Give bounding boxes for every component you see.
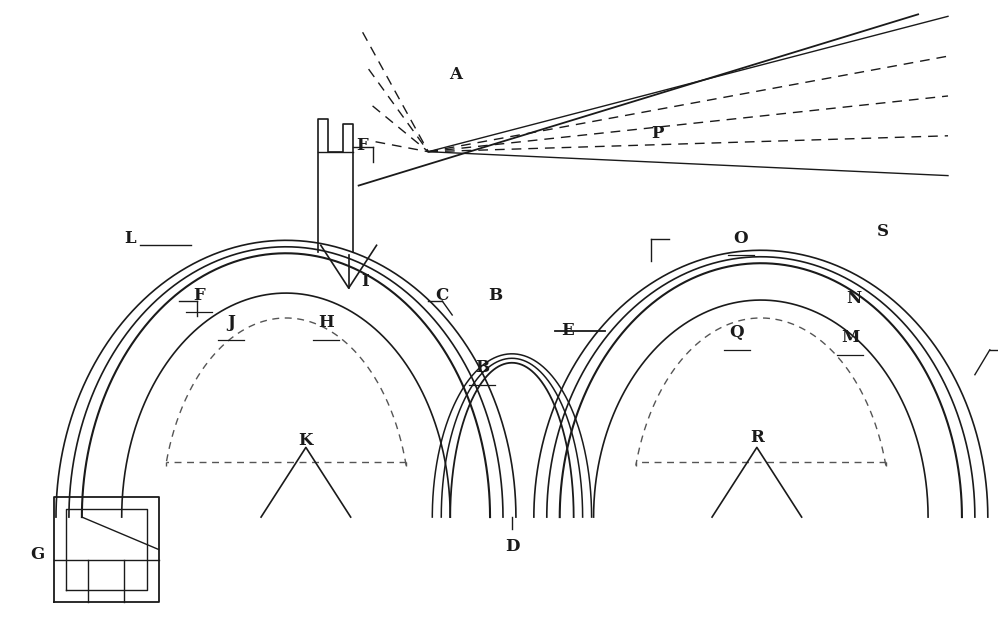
Text: G: G	[30, 546, 44, 563]
Text: B: B	[488, 287, 502, 303]
Text: O: O	[734, 230, 748, 247]
Text: A: A	[449, 65, 462, 83]
Text: N: N	[846, 290, 861, 307]
Text: H: H	[318, 315, 334, 331]
Text: Q: Q	[730, 325, 744, 341]
Text: F: F	[357, 137, 368, 155]
Text: M: M	[841, 330, 860, 346]
Text: K: K	[299, 432, 313, 449]
Text: F: F	[193, 287, 205, 303]
Text: B: B	[475, 359, 489, 376]
Text: I: I	[362, 273, 369, 290]
Text: R: R	[750, 429, 764, 446]
Text: P: P	[651, 125, 663, 142]
Text: D: D	[505, 538, 519, 556]
Text: L: L	[124, 230, 135, 247]
Text: E: E	[561, 323, 574, 340]
Text: C: C	[436, 287, 449, 303]
Text: S: S	[877, 223, 889, 240]
Text: J: J	[227, 315, 235, 331]
